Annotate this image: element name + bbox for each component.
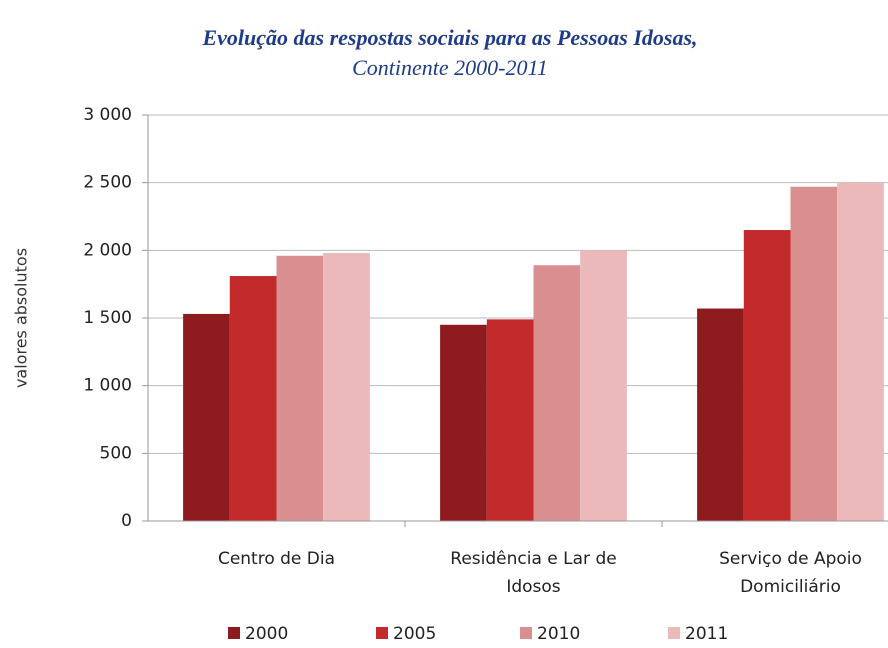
bar [276,255,324,521]
x-tick-label: Residência e Lar de Idosos [450,549,617,597]
y-tick-label: 0 [121,511,132,531]
legend-swatch [228,627,240,639]
y-tick-label: 500 [100,443,132,463]
bar [837,182,884,521]
legend-swatch [520,627,532,639]
bar [697,308,744,521]
y-tick-label: 2 000 [83,240,132,260]
y-tick-label: 2 500 [83,173,132,193]
y-tick-label: 3 000 [83,105,132,125]
bar [323,253,370,522]
bar [580,250,627,522]
x-tick-label: Serviço de Apoio Domiciliário [719,549,862,597]
bar [440,324,487,521]
bar [533,265,581,521]
bar [183,313,230,521]
legend-label: 2010 [537,624,580,644]
chart-title: Evolução das respostas sociais para as P… [201,25,697,50]
legend-label: 2011 [685,624,728,644]
bar [229,276,277,521]
bar [486,319,534,521]
legend-label: 2005 [393,624,436,644]
legend-swatch [376,627,388,639]
y-axis-label: valores absolutos [12,248,31,388]
x-tick-label: Centro de Dia [217,549,336,569]
chart-subtitle: Continente 2000-2011 [352,55,548,80]
bar [743,230,791,522]
y-tick-label: 1 000 [83,376,132,396]
legend-label: 2000 [245,624,288,644]
legend-swatch [668,627,680,639]
y-tick-label: 1 500 [83,308,132,328]
bar [790,186,838,521]
